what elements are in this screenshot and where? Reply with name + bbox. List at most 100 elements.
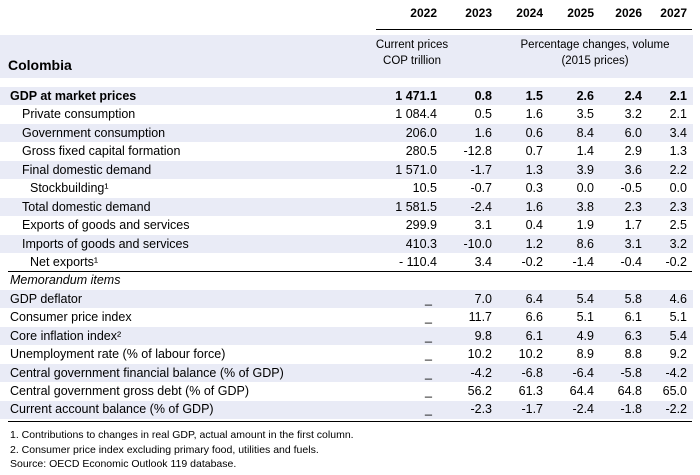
cell: 1.6 — [474, 125, 492, 140]
cell: 64.8 — [617, 384, 642, 398]
cell: 4.6 — [669, 291, 687, 306]
cell: 2.1 — [669, 89, 687, 103]
cell: 7.0 — [474, 291, 492, 306]
row-band — [0, 290, 693, 309]
cell: -1.7 — [521, 402, 543, 417]
cell: 0.4 — [525, 218, 543, 233]
year-header: 2025 — [567, 6, 594, 20]
cell: 3.1 — [624, 236, 642, 251]
cell: 3.2 — [669, 236, 687, 251]
cell: 2.2 — [669, 162, 687, 177]
country-title: Colombia — [8, 57, 72, 73]
cell: 0.6 — [525, 125, 543, 140]
cell: 280.5 — [405, 144, 437, 159]
cell: 0.0 — [669, 181, 687, 196]
cell: 1.4 — [576, 144, 594, 159]
row-band — [0, 123, 693, 143]
footnote: 2. Consumer price index excluding primar… — [10, 443, 319, 456]
cell: 3.8 — [576, 199, 594, 214]
cell: 6.1 — [624, 310, 642, 325]
row-label: Private consumption — [22, 107, 136, 122]
cell: 1 471.1 — [395, 89, 437, 103]
row-label: Exports of goods and services — [22, 218, 190, 233]
cell: 1.5 — [525, 89, 543, 103]
cell: 3.4 — [669, 125, 687, 140]
table-row: Central government gross debt (% of GDP)… — [0, 382, 700, 400]
cell: 0.5 — [474, 107, 492, 122]
cell: 0.0 — [576, 181, 594, 196]
cell: 2.4 — [624, 89, 642, 103]
cell: 206.0 — [405, 125, 437, 140]
row-label: Stockbuilding¹ — [30, 181, 109, 196]
memo-title: Memorandum items — [10, 273, 121, 288]
cell: -6.4 — [572, 365, 594, 380]
table-row: Consumer price index _ 11.7 6.6 5.1 6.1 … — [0, 308, 700, 326]
memo-heading-row: Memorandum items — [0, 271, 700, 289]
cell: 64.4 — [569, 384, 594, 398]
cell: 8.9 — [576, 347, 594, 362]
cell: 10.2 — [518, 347, 543, 362]
cell: -1.8 — [620, 402, 642, 417]
cell: -5.8 — [620, 365, 642, 380]
footnote: 1. Contributions to changes in real GDP,… — [10, 429, 354, 441]
cell: -0.2 — [665, 254, 687, 269]
cell: -2.2 — [665, 402, 687, 417]
row-label: Total domestic demand — [22, 199, 151, 214]
row-label: Imports of goods and services — [22, 236, 189, 251]
year-header: 2024 — [516, 6, 543, 20]
current-prices-subheader: Current prices COP trillion — [375, 39, 449, 67]
cell: 0.8 — [474, 89, 492, 103]
row-label: Unemployment rate (% of labour force) — [10, 347, 226, 362]
cell: 1 084.4 — [395, 107, 437, 122]
table-row: Private consumption 1 084.4 0.5 1.6 3.5 … — [0, 105, 700, 123]
row-band — [0, 87, 693, 106]
row-label: Current account balance (% of GDP) — [10, 402, 214, 417]
table-row: Total domestic demand 1 581.5 -2.4 1.6 3… — [0, 198, 700, 216]
cell: 2.3 — [624, 199, 642, 214]
cell: 3.6 — [624, 162, 642, 177]
cell: 6.4 — [525, 291, 543, 306]
table-row: Net exports¹ - 110.4 3.4 -0.2 -1.4 -0.4 … — [0, 253, 700, 271]
cell: 410.3 — [405, 236, 437, 251]
table-row: Exports of goods and services 299.9 3.1 … — [0, 216, 700, 234]
bottom-rule — [8, 421, 692, 422]
cell: 56.2 — [467, 384, 492, 398]
cell: 2.9 — [624, 144, 642, 159]
cell: 1.3 — [669, 144, 687, 159]
cell: 0.7 — [525, 144, 543, 159]
row-band — [0, 326, 693, 346]
cell: 1.3 — [525, 162, 543, 177]
cell: -2.4 — [572, 402, 594, 417]
cell: -4.2 — [665, 365, 687, 380]
cell: -2.4 — [470, 199, 492, 214]
table-row: Imports of goods and services 410.3 -10.… — [0, 235, 700, 253]
cell: 1 571.0 — [395, 162, 437, 177]
cell: 5.1 — [576, 310, 594, 325]
cell: -10.0 — [463, 236, 493, 251]
cell: -0.7 — [470, 181, 492, 196]
cell: 3.1 — [474, 218, 492, 233]
cell: 6.3 — [624, 328, 642, 343]
row-label: Central government financial balance (% … — [10, 365, 284, 380]
cell: 61.3 — [518, 384, 543, 398]
cell: -0.2 — [521, 254, 543, 269]
table-row: Core inflation index² _ 9.8 6.1 4.9 6.3 … — [0, 327, 700, 345]
cell: _ — [425, 310, 432, 325]
row-label: GDP deflator — [10, 291, 83, 306]
source-note: Source: OECD Economic Outlook 119 databa… — [10, 458, 237, 470]
cell: 8.6 — [576, 236, 594, 251]
cell: 1.6 — [525, 107, 543, 122]
cell: _ — [425, 291, 432, 306]
cell: -4.2 — [470, 365, 492, 380]
table-body: GDP at market prices 1 471.1 0.8 1.5 2.6… — [0, 87, 700, 419]
year-header: 2026 — [615, 6, 642, 20]
cell: 2.5 — [669, 218, 687, 233]
cell: 1 581.5 — [395, 199, 437, 214]
cell: 4.9 — [576, 328, 594, 343]
cell: -6.8 — [521, 365, 543, 380]
header-rule — [376, 29, 692, 30]
cell: 1.2 — [525, 236, 543, 251]
memo-divider — [8, 271, 692, 272]
cell: _ — [425, 384, 432, 398]
table-row: Government consumption 206.0 1.6 0.6 8.4… — [0, 124, 700, 142]
